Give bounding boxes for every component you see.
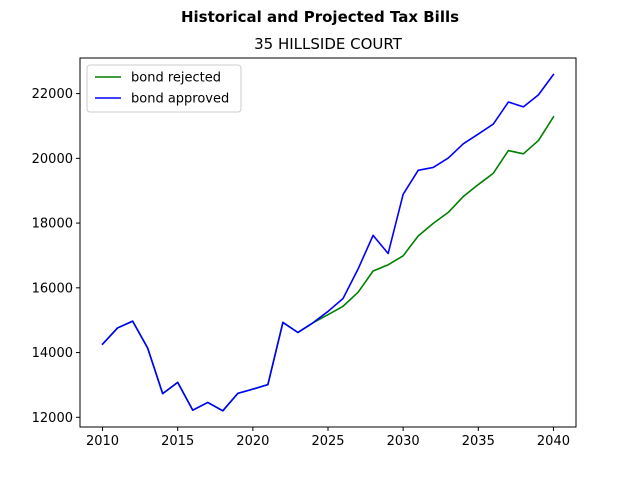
y-tick-label: 20000	[32, 152, 73, 167]
y-tick-label: 14000	[32, 346, 73, 361]
y-axis: 12000 14000 16000 18000 20000 22000	[32, 87, 80, 426]
legend-label-bond-approved: bond approved	[131, 92, 229, 107]
plot-area: 2010 2015 2020 2025 2030 2035 2040 12000140001…	[32, 57, 577, 449]
y-tick-label: 16000	[32, 281, 73, 296]
legend: bond rejected bond approved	[86, 64, 242, 113]
x-tick-label: 2025	[311, 434, 344, 449]
x-tick-label: 2015	[161, 434, 194, 449]
legend-label-bond-rejected: bond rejected	[131, 71, 221, 86]
x-tick-label: 2020	[236, 434, 269, 449]
chart-subtitle: 35 HILLSIDE COURT	[254, 35, 403, 53]
x-tick-label: 2030	[387, 434, 420, 449]
x-axis: 2010 2015 2020 2025 2030 2035 2040	[86, 427, 570, 449]
axes-frame	[79, 57, 577, 428]
series-line-bond-rejected	[101, 115, 555, 412]
y-tick-label: 18000	[32, 217, 73, 232]
x-tick-label: 2010	[86, 434, 119, 449]
series-line-bond-approved	[101, 73, 555, 412]
series-layer	[101, 73, 555, 412]
x-tick-label: 2040	[537, 434, 570, 449]
legend-box	[86, 64, 242, 113]
legend-items: bond rejected bond approved	[95, 71, 229, 107]
chart-title: Historical and Projected Tax Bills	[181, 8, 459, 26]
x-tick-label: 2035	[462, 434, 495, 449]
y-tick-label: 12000	[32, 411, 73, 426]
y-tick-label: 22000	[32, 87, 73, 102]
